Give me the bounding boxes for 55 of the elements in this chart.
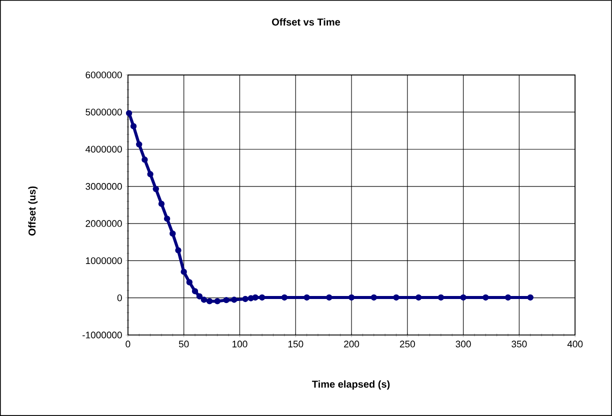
point: [158, 200, 165, 207]
x-tick-label: 250: [400, 340, 415, 348]
x-tick-label: 150: [288, 340, 304, 348]
chart-title: Offset vs Time: [272, 18, 340, 26]
point: [304, 294, 310, 301]
point: [170, 230, 176, 237]
point: [206, 298, 213, 304]
point: [326, 294, 332, 301]
point: [504, 294, 512, 301]
point: [126, 110, 132, 116]
point: [370, 294, 377, 301]
point: [214, 298, 220, 304]
point: [186, 279, 193, 286]
point: [527, 294, 534, 301]
x-tick-label: 0: [126, 340, 130, 348]
point: [348, 294, 355, 301]
point: [200, 296, 208, 303]
point: [415, 294, 422, 301]
point: [482, 294, 489, 301]
y-tick-label: 2000000: [86, 220, 122, 227]
y-tick-label: 0: [117, 294, 122, 302]
x-tick-label: 350: [512, 340, 527, 348]
point: [231, 296, 238, 303]
point: [438, 294, 444, 301]
point: [152, 186, 159, 192]
y-tick-label: 1000000: [86, 257, 122, 264]
x-tick-label: 100: [232, 340, 248, 348]
point: [258, 294, 266, 301]
point: [130, 123, 137, 130]
point: [164, 216, 170, 222]
point: [175, 247, 182, 254]
point: [192, 288, 198, 294]
point: [180, 268, 187, 275]
y-axis-title: Offset (us): [28, 186, 38, 236]
x-tick-label: 200: [344, 340, 360, 348]
point: [196, 293, 203, 300]
y-tick-label: 3000000: [86, 183, 122, 190]
y-tick-label: 6000000: [86, 72, 122, 78]
point: [242, 296, 248, 302]
y-tick-label: -1000000: [82, 332, 122, 338]
x-axis-title: Time elapsed (s): [312, 380, 390, 390]
x-tick-label: 400: [567, 340, 583, 348]
y-tick-label: 5000000: [86, 108, 122, 116]
point: [142, 156, 148, 163]
point: [147, 171, 154, 178]
point: [248, 295, 254, 302]
x-tick-label: 300: [456, 340, 471, 348]
point: [252, 294, 258, 301]
point: [393, 294, 400, 301]
point: [460, 294, 466, 301]
x-tick-label: 50: [178, 340, 189, 348]
y-tick-label: 4000000: [86, 146, 122, 153]
point: [136, 141, 142, 148]
point: [223, 297, 230, 304]
point: [281, 294, 288, 301]
